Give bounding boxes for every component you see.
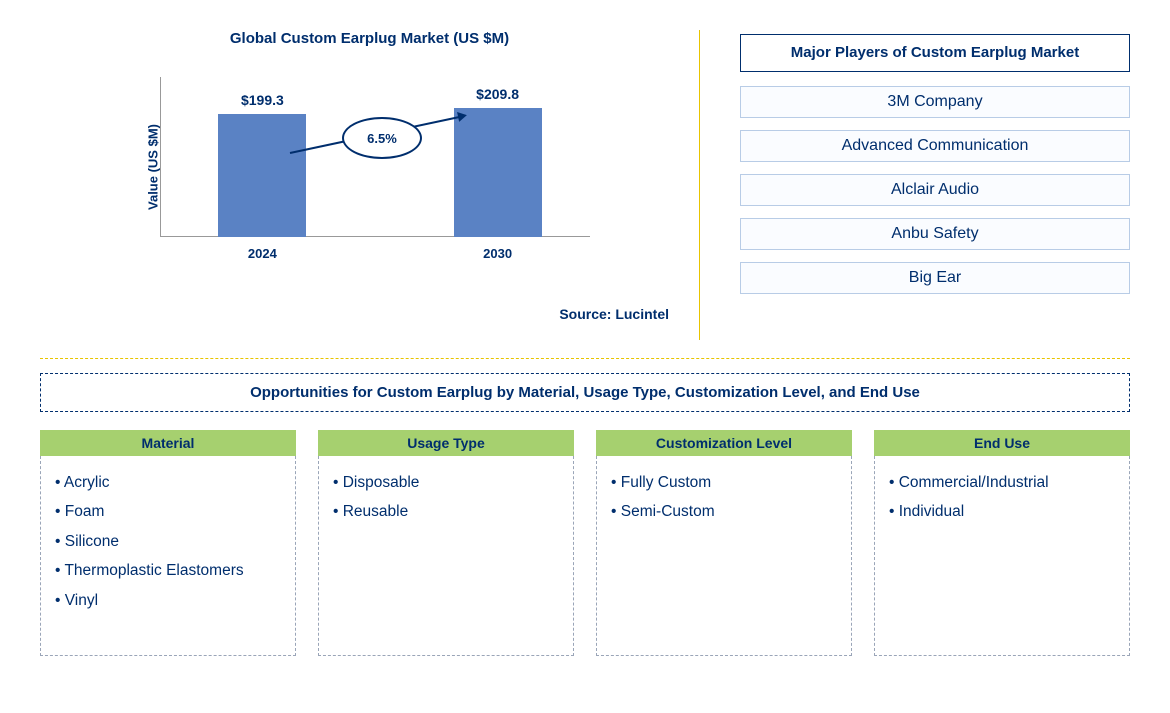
x-category-label: 2030 [483,246,512,261]
players-title: Major Players of Custom Earplug Market [740,34,1130,72]
opportunity-card: Customization LevelFully CustomSemi-Cust… [596,430,852,656]
top-row: Global Custom Earplug Market (US $M) Val… [40,30,1130,340]
card-body: Fully CustomSemi-Custom [596,456,852,656]
y-axis-label: Value (US $M) [145,124,160,210]
bar-chart: Value (US $M) $199.32024$209.82030 6.5% [160,67,600,267]
chart-title: Global Custom Earplug Market (US $M) [40,30,699,47]
cagr-value: 6.5% [367,131,397,146]
card-header: End Use [874,430,1130,456]
card-body: DisposableReusable [318,456,574,656]
horizontal-divider [40,358,1130,359]
player-row: Anbu Safety [740,218,1130,250]
card-item: Commercial/Industrial [889,468,1115,497]
card-body: AcrylicFoamSiliconeThermoplastic Elastom… [40,456,296,656]
card-header: Usage Type [318,430,574,456]
card-item: Foam [55,497,281,526]
player-row: Big Ear [740,262,1130,294]
card-item: Individual [889,497,1115,526]
card-item: Semi-Custom [611,497,837,526]
bar: $199.3 [218,114,306,237]
card-body: Commercial/IndustrialIndividual [874,456,1130,656]
chart-panel: Global Custom Earplug Market (US $M) Val… [40,30,700,340]
card-header: Customization Level [596,430,852,456]
players-panel: Major Players of Custom Earplug Market 3… [700,30,1130,340]
opportunity-cards-row: MaterialAcrylicFoamSiliconeThermoplastic… [40,430,1130,656]
card-item: Silicone [55,527,281,556]
bar-value-label: $209.8 [476,86,519,102]
opportunity-card: MaterialAcrylicFoamSiliconeThermoplastic… [40,430,296,656]
opportunity-card: End UseCommercial/IndustrialIndividual [874,430,1130,656]
card-item: Disposable [333,468,559,497]
player-row: 3M Company [740,86,1130,118]
card-item: Fully Custom [611,468,837,497]
opportunity-card: Usage TypeDisposableReusable [318,430,574,656]
opportunities-title: Opportunities for Custom Earplug by Mate… [40,373,1130,412]
card-item: Acrylic [55,468,281,497]
bar-value-label: $199.3 [241,92,284,108]
card-item: Thermoplastic Elastomers [55,556,281,585]
growth-arrow-head [457,110,468,122]
x-category-label: 2024 [248,246,277,261]
bar: $209.8 [454,108,542,237]
source-text: Source: Lucintel [559,306,669,322]
card-item: Vinyl [55,586,281,615]
card-header: Material [40,430,296,456]
y-axis-line [160,77,161,237]
player-row: Alclair Audio [740,174,1130,206]
cagr-oval: 6.5% [342,117,422,159]
player-row: Advanced Communication [740,130,1130,162]
card-item: Reusable [333,497,559,526]
